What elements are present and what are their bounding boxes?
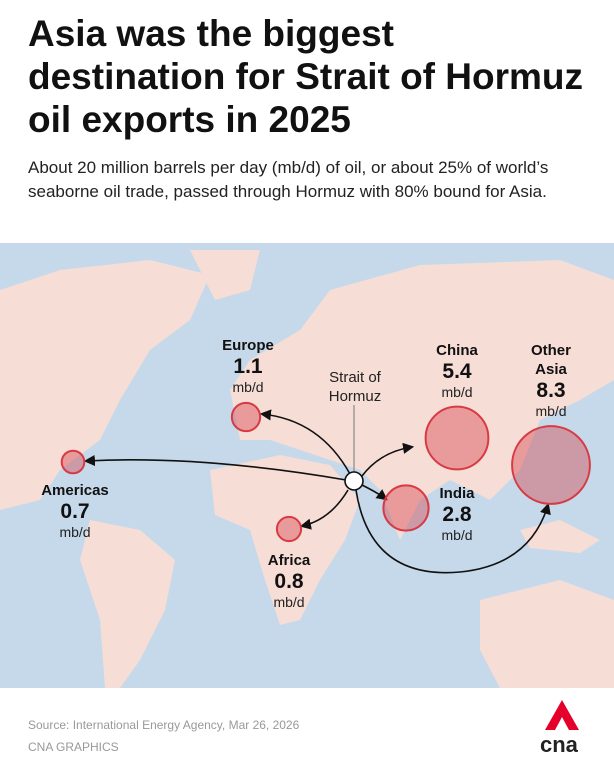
region-label: China 5.4 mb/d bbox=[417, 341, 497, 401]
value-label: 2.8 bbox=[442, 503, 472, 526]
hub bbox=[344, 471, 364, 491]
logo: cna bbox=[540, 732, 578, 757]
region-name: China bbox=[436, 342, 478, 359]
bubble bbox=[230, 401, 262, 433]
flow-arrows bbox=[83, 409, 551, 574]
unit-label: mb/d bbox=[59, 524, 91, 540]
region-name: Other Asia bbox=[530, 342, 571, 378]
region-label: India 2.8 mb/d bbox=[417, 484, 497, 544]
bubble bbox=[382, 484, 430, 532]
region-label: Other Asia 8.3 mb/d bbox=[521, 341, 581, 420]
unit-label: mb/d bbox=[441, 384, 473, 400]
region-label: Europe 1.1 mb/d bbox=[208, 336, 288, 396]
value-label: 0.8 bbox=[274, 570, 304, 593]
bubble bbox=[511, 425, 591, 505]
region-name: India bbox=[439, 485, 475, 502]
credit: CNA GRAPHICS bbox=[28, 740, 119, 754]
subtitle: About 20 million barrels per day (mb/d) … bbox=[28, 158, 549, 201]
region-name: Americas bbox=[41, 482, 109, 499]
value-label: 8.3 bbox=[536, 379, 566, 402]
map bbox=[0, 243, 614, 688]
region-name: Africa bbox=[267, 552, 311, 569]
bubbles bbox=[60, 401, 591, 543]
bubble bbox=[424, 405, 490, 471]
title: Asia was the biggest destination for Str… bbox=[28, 13, 583, 140]
bubble bbox=[60, 449, 86, 475]
value-label: 5.4 bbox=[442, 360, 472, 383]
unit-label: mb/d bbox=[535, 403, 567, 419]
value-label: 1.1 bbox=[233, 355, 263, 378]
unit-label: mb/d bbox=[441, 527, 473, 543]
region-label: Americas 0.7 mb/d bbox=[35, 481, 115, 541]
region-name: Europe bbox=[222, 337, 274, 354]
hub-label: Strait of Hormuz bbox=[328, 369, 382, 405]
source: Source: International Energy Agency, Mar… bbox=[28, 718, 300, 732]
logo-mark bbox=[545, 700, 579, 730]
unit-label: mb/d bbox=[273, 594, 305, 610]
unit-label: mb/d bbox=[232, 379, 264, 395]
bubble bbox=[275, 515, 303, 543]
region-label: Africa 0.8 mb/d bbox=[249, 551, 329, 611]
value-label: 0.7 bbox=[60, 500, 90, 523]
